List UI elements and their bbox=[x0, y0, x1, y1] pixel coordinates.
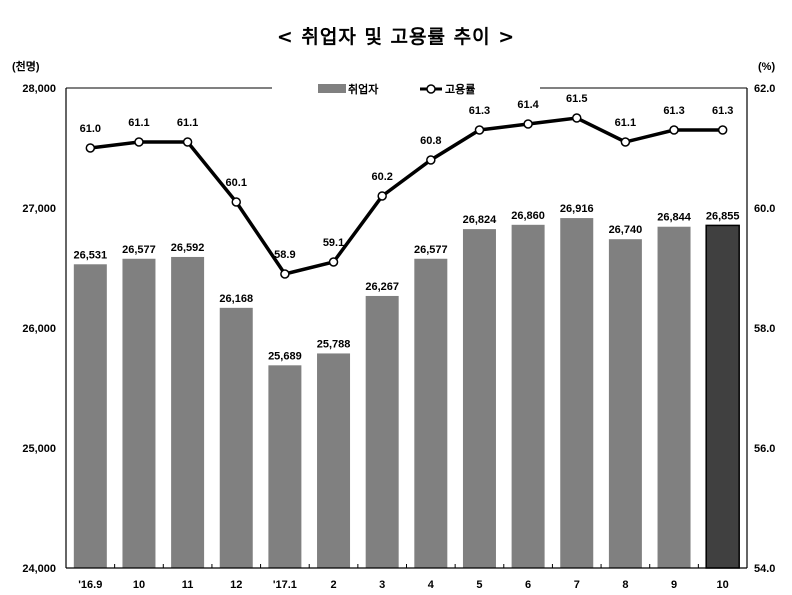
x-tick-label: 12 bbox=[230, 579, 242, 591]
bar-label: 26,267 bbox=[365, 281, 399, 293]
y-right-tick-label: 56.0 bbox=[754, 443, 775, 455]
y-right-unit: (%) bbox=[758, 61, 775, 73]
bar bbox=[414, 258, 448, 568]
bar bbox=[317, 353, 351, 568]
line-marker bbox=[377, 191, 387, 201]
y-left-tick-label: 28,000 bbox=[22, 83, 56, 95]
bar bbox=[268, 365, 302, 568]
line-marker bbox=[620, 137, 631, 147]
line-series bbox=[90, 116, 723, 276]
bar bbox=[705, 224, 740, 569]
bar-label: 26,168 bbox=[219, 293, 253, 305]
line-label: 61.3 bbox=[712, 105, 733, 117]
line-label: 61.3 bbox=[469, 105, 490, 117]
x-tick-label: 8 bbox=[622, 579, 628, 591]
bar-label: 26,855 bbox=[706, 210, 740, 222]
x-tick-label: 10 bbox=[133, 579, 145, 591]
line-label: 61.4 bbox=[517, 99, 539, 111]
line-label: 60.2 bbox=[371, 171, 392, 183]
x-tick-label: '17.1 bbox=[273, 579, 297, 591]
line-label: 61.5 bbox=[566, 93, 587, 105]
y-left-tick-label: 25,000 bbox=[22, 443, 56, 455]
y-left-unit: (천명) bbox=[12, 59, 40, 73]
bar bbox=[122, 258, 156, 568]
bar-label: 26,740 bbox=[609, 224, 643, 236]
line-marker bbox=[523, 119, 533, 129]
line-marker bbox=[134, 137, 144, 147]
line-marker bbox=[669, 125, 679, 135]
y-right-tick-label: 60.0 bbox=[754, 203, 775, 215]
bar bbox=[608, 239, 642, 568]
x-tick-label: 2 bbox=[330, 579, 336, 591]
line-marker bbox=[328, 257, 339, 267]
bar-label: 26,592 bbox=[171, 242, 205, 254]
legend-line-marker bbox=[426, 84, 436, 94]
bar-label: 25,689 bbox=[268, 350, 302, 362]
bar bbox=[365, 295, 399, 568]
x-tick-label: 4 bbox=[428, 579, 435, 591]
x-tick-label: 10 bbox=[717, 579, 729, 591]
x-tick-label: 5 bbox=[476, 579, 482, 591]
bar-label: 26,577 bbox=[414, 244, 448, 256]
line-marker bbox=[717, 125, 728, 135]
bar bbox=[657, 226, 691, 568]
line-marker bbox=[426, 155, 436, 165]
y-right-tick-label: 58.0 bbox=[754, 323, 775, 335]
line-marker bbox=[280, 269, 290, 279]
bar bbox=[511, 224, 545, 569]
bar-label: 26,824 bbox=[463, 214, 498, 226]
line-marker bbox=[182, 137, 193, 147]
chart-title: < 취업자 및 고용률 추이 > bbox=[276, 26, 516, 48]
line-label: 61.1 bbox=[615, 117, 636, 129]
x-tick-label: 7 bbox=[574, 579, 580, 591]
bar bbox=[171, 256, 205, 568]
line-label: 61.1 bbox=[128, 117, 149, 129]
y-left-tick-label: 27,000 bbox=[22, 203, 56, 215]
legend-bar-label: 취업자 bbox=[348, 82, 379, 96]
line-label: 60.1 bbox=[226, 177, 247, 189]
legend-line-label: 고용률 bbox=[445, 83, 475, 96]
bar-label: 26,916 bbox=[560, 203, 594, 215]
x-tick-label: 6 bbox=[525, 579, 531, 591]
x-tick-label: 11 bbox=[182, 579, 194, 591]
bar bbox=[73, 264, 107, 568]
y-right-tick-label: 62.0 bbox=[754, 83, 775, 95]
y-right-tick-label: 54.0 bbox=[754, 563, 775, 575]
bar-label: 26,531 bbox=[73, 249, 107, 261]
line-marker bbox=[474, 125, 485, 135]
line-label: 59.1 bbox=[323, 237, 344, 249]
bar-label: 26,860 bbox=[511, 210, 545, 222]
line-marker bbox=[572, 113, 582, 123]
bar bbox=[462, 229, 496, 568]
y-left-tick-label: 26,000 bbox=[22, 323, 56, 335]
bar-label: 26,577 bbox=[122, 244, 156, 256]
bar bbox=[219, 307, 253, 568]
x-tick-label: 9 bbox=[671, 579, 677, 591]
line-label: 60.8 bbox=[420, 135, 441, 147]
legend-bar-swatch bbox=[318, 84, 346, 93]
line-label: 61.3 bbox=[663, 105, 684, 117]
bar bbox=[560, 218, 594, 568]
line-marker bbox=[231, 197, 241, 207]
line-label: 58.9 bbox=[274, 249, 295, 261]
y-left-tick-label: 24,000 bbox=[22, 563, 56, 575]
bar-label: 25,788 bbox=[317, 338, 351, 350]
line-label: 61.1 bbox=[177, 117, 198, 129]
line-label: 61.0 bbox=[80, 123, 101, 135]
line-marker bbox=[85, 143, 96, 153]
bar-label: 26,844 bbox=[657, 212, 692, 224]
x-tick-label: '16.9 bbox=[78, 579, 102, 591]
x-tick-label: 3 bbox=[379, 579, 385, 591]
